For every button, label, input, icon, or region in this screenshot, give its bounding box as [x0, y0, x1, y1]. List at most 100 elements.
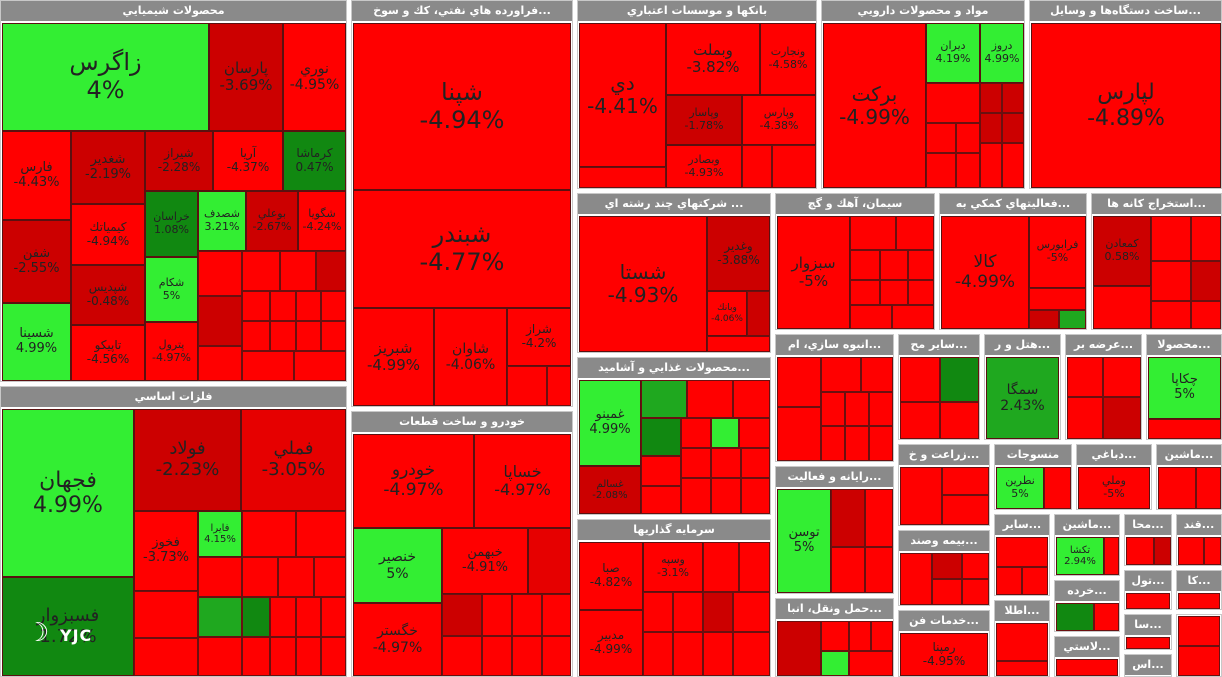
- tile-small[interactable]: [1104, 537, 1119, 575]
- tile-small[interactable]: [908, 280, 934, 305]
- tile-small[interactable]: [641, 418, 681, 456]
- tile-dey[interactable]: دي -4.41%: [579, 23, 666, 167]
- tile-small[interactable]: [1002, 143, 1024, 188]
- tile-samga[interactable]: سمگا 2.43%: [986, 357, 1059, 439]
- tile-small[interactable]: [1029, 310, 1059, 329]
- tile-small[interactable]: [681, 478, 711, 514]
- tile-ntrin[interactable]: نطرين 5%: [996, 467, 1044, 509]
- tile-small[interactable]: [703, 542, 739, 592]
- tile-small[interactable]: [849, 621, 871, 651]
- tile-vsepah[interactable]: وسپه -3.1%: [643, 542, 703, 592]
- tile-small[interactable]: [996, 567, 1022, 595]
- tile-small[interactable]: [512, 594, 542, 636]
- tile-khsapa[interactable]: خساپا -4.97%: [474, 434, 571, 528]
- tile-small[interactable]: [772, 145, 816, 188]
- tile-small[interactable]: [280, 251, 316, 291]
- tile-small[interactable]: [942, 467, 989, 495]
- tile-small[interactable]: [294, 351, 346, 381]
- tile-small[interactable]: [1056, 603, 1094, 631]
- tile-small[interactable]: [270, 637, 296, 676]
- tile-shpna[interactable]: شپنا -4.94%: [353, 23, 571, 190]
- tile-small[interactable]: [641, 380, 687, 418]
- tile-khnsir[interactable]: خنصير 5%: [353, 528, 442, 603]
- tile-small[interactable]: [711, 478, 741, 514]
- tile-small[interactable]: [1002, 83, 1024, 113]
- tile-small[interactable]: [865, 489, 893, 547]
- tile-small[interactable]: [861, 357, 893, 392]
- tile-small[interactable]: [242, 351, 294, 381]
- tile-parsan[interactable]: پارسان -3.69%: [209, 23, 283, 131]
- tile-small[interactable]: [739, 418, 770, 448]
- tile-small[interactable]: [1103, 397, 1141, 439]
- tile-small[interactable]: [733, 632, 770, 676]
- tile-kimiatek[interactable]: كيمياتك -4.94%: [71, 204, 145, 265]
- tile-khodro[interactable]: خودرو -4.97%: [353, 434, 474, 528]
- tile-small[interactable]: [242, 251, 280, 291]
- tile-small[interactable]: [865, 547, 893, 593]
- tile-small[interactable]: [579, 167, 666, 188]
- tile-small[interactable]: [198, 251, 242, 296]
- tile-small[interactable]: [996, 623, 1048, 661]
- tile-small[interactable]: [845, 392, 869, 426]
- tile-small[interactable]: [270, 597, 296, 637]
- tile-small[interactable]: [849, 651, 893, 676]
- tile-small[interactable]: [711, 418, 739, 448]
- tile-shbndr[interactable]: شبندر -4.77%: [353, 190, 571, 308]
- tile-small[interactable]: [739, 542, 770, 592]
- tile-petrol[interactable]: پترول -4.97%: [145, 322, 198, 381]
- tile-small[interactable]: [1178, 537, 1204, 565]
- tile-small[interactable]: [296, 637, 321, 676]
- tile-shavan[interactable]: شاوان -4.06%: [434, 308, 507, 406]
- tile-vbmellat[interactable]: وبملت -3.82%: [666, 23, 760, 95]
- tile-small[interactable]: [747, 291, 770, 336]
- tile-small[interactable]: [703, 632, 733, 676]
- tile-small[interactable]: [1002, 113, 1024, 143]
- tile-lpars[interactable]: لپارس -4.89%: [1031, 23, 1221, 188]
- tile-small[interactable]: [316, 251, 346, 291]
- tile-small[interactable]: [296, 321, 321, 351]
- tile-small[interactable]: [869, 392, 893, 426]
- tile-small[interactable]: [703, 592, 733, 632]
- tile-small[interactable]: [442, 594, 482, 636]
- tile-small[interactable]: [242, 291, 270, 321]
- tile-small[interactable]: [980, 83, 1002, 113]
- tile-small[interactable]: [940, 357, 979, 402]
- tile-fsabzevar[interactable]: فسبزوار 1.72%: [2, 577, 134, 676]
- tile-small[interactable]: [1151, 261, 1191, 301]
- tile-vbsader[interactable]: وبصادر -4.93%: [666, 145, 742, 188]
- tile-small[interactable]: [542, 636, 571, 676]
- tile-small[interactable]: [542, 594, 571, 636]
- tile-small[interactable]: [1094, 603, 1119, 631]
- tile-small[interactable]: [296, 291, 321, 321]
- tile-ramina[interactable]: رمپنا -4.95%: [900, 633, 988, 676]
- tile-small[interactable]: [1126, 593, 1170, 609]
- tile-tksha[interactable]: تكشا 2.94%: [1056, 537, 1104, 575]
- tile-small[interactable]: [1191, 261, 1221, 301]
- tile-small[interactable]: [321, 597, 346, 637]
- tile-shraz[interactable]: شراز -4.2%: [507, 308, 571, 366]
- tile-small[interactable]: [1178, 646, 1220, 676]
- tile-small[interactable]: [996, 537, 1048, 567]
- tile-small[interactable]: [643, 632, 673, 676]
- tile-dipran[interactable]: ديران 4.19%: [926, 23, 980, 83]
- tile-small[interactable]: [321, 637, 346, 676]
- tile-small[interactable]: [321, 321, 346, 351]
- tile-frabors[interactable]: فرابورس -5%: [1029, 216, 1086, 288]
- tile-small[interactable]: [641, 456, 681, 486]
- tile-small[interactable]: [681, 448, 711, 478]
- tile-fkhoz[interactable]: فخوز -3.73%: [134, 511, 198, 591]
- tile-small[interactable]: [1148, 419, 1221, 439]
- tile-small[interactable]: [900, 553, 932, 605]
- tile-shfn[interactable]: شفن -2.55%: [2, 220, 71, 303]
- tile-small[interactable]: [926, 123, 956, 153]
- tile-small[interactable]: [1126, 637, 1170, 649]
- tile-small[interactable]: [242, 557, 278, 597]
- tile-small[interactable]: [270, 321, 296, 351]
- tile-arya[interactable]: آريا -4.37%: [213, 131, 283, 191]
- tile-fapira[interactable]: فايرا 4.15%: [198, 511, 242, 557]
- tile-khbahman[interactable]: خبهمن -4.91%: [442, 528, 528, 594]
- tile-shasta[interactable]: شستا -4.93%: [579, 216, 707, 352]
- tile-small[interactable]: [1191, 301, 1221, 329]
- tile-small[interactable]: [742, 145, 772, 188]
- tile-small[interactable]: [711, 448, 741, 478]
